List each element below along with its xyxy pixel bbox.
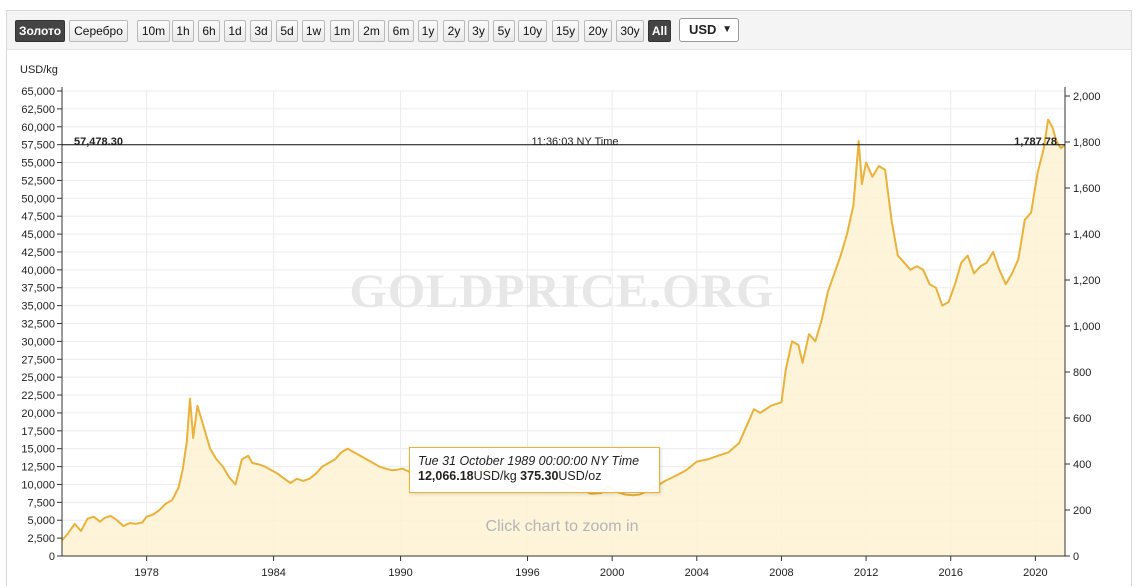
y-axis-right: 0 200 400 600 800 1,000 1,200 1,400 1,600 1,800 2,… (1064, 87, 1101, 563)
y-tick-label: 62,500 (21, 104, 55, 116)
range-button-10y[interactable]: 10y (518, 20, 547, 42)
y-tick-label: 37,500 (21, 283, 55, 295)
y-tick-label: 65,000 (21, 86, 55, 98)
metal-button-1[interactable]: Серебро (69, 20, 128, 42)
x-tick-label: 2004 (685, 567, 709, 579)
y2-tick-label: 0 (1073, 551, 1079, 563)
range-button-5d[interactable]: 5d (276, 20, 298, 42)
y-tick-label: 45,000 (21, 229, 55, 241)
tooltip-kg-unit: USD/kg (473, 469, 517, 483)
x-axis: 1978 1984 1990 1996 2000 2004 2008 2012 2016 2020 (62, 555, 1065, 579)
range-button-10m[interactable]: 10m (137, 20, 170, 42)
y-tick-label: 5,000 (27, 515, 55, 527)
y-tick-label: 42,500 (21, 247, 55, 259)
x-tick-label: 2012 (854, 567, 878, 579)
range-button-2m[interactable]: 2m (358, 20, 385, 42)
price-area-fill (62, 119, 1065, 556)
y2-tick-label: 2,000 (1073, 91, 1101, 103)
y-tick-label: 12,500 (21, 462, 55, 474)
x-tick-label: 2000 (600, 567, 624, 579)
range-button-all[interactable]: All (648, 20, 671, 42)
tooltip-values: 12,066.18USD/kg 375.30USD/oz (418, 469, 651, 484)
range-button-1d[interactable]: 1d (224, 20, 246, 42)
y2-tick-label: 1,200 (1073, 275, 1101, 287)
y-tick-label: 50,000 (21, 193, 55, 205)
y2-tick-label: 1,800 (1073, 137, 1101, 149)
x-tick-label: 1990 (388, 567, 412, 579)
y-tick-label: 0 (49, 551, 55, 563)
range-button-3d[interactable]: 3d (250, 20, 272, 42)
y2-tick-label: 1,400 (1073, 229, 1101, 241)
x-tick-label: 2008 (769, 567, 793, 579)
y-tick-label: 25,000 (21, 372, 55, 384)
range-button-1y[interactable]: 1y (418, 20, 438, 42)
tooltip-kg-value: 12,066.18 (418, 469, 474, 483)
y2-tick-label: 1,600 (1073, 183, 1101, 195)
y-tick-label: 15,000 (21, 444, 55, 456)
range-button-1w[interactable]: 1w (302, 20, 325, 42)
y-tick-label: 55,000 (21, 158, 55, 170)
x-tick-label: 2020 (1023, 567, 1047, 579)
tooltip-oz-unit: USD/oz (558, 469, 602, 483)
crosshair-time: 11:36:03 NY Time (531, 136, 618, 148)
range-button-1m[interactable]: 1m (330, 20, 354, 42)
y-tick-label: 10,000 (21, 479, 55, 491)
range-button-15y[interactable]: 15y (552, 20, 579, 42)
y-tick-label: 40,000 (21, 265, 55, 277)
chevron-down-icon: ▼ (722, 24, 732, 35)
y-tick-label: 27,500 (21, 354, 55, 366)
tooltip-date: Tue 31 October 1989 00:00:00 NY Time (418, 454, 640, 468)
y-axis-unit-label: USD/kg (20, 64, 58, 76)
currency-value: USD (689, 22, 717, 37)
y2-tick-label: 200 (1073, 505, 1091, 517)
x-tick-label: 2016 (938, 567, 962, 579)
x-tick-label: 1996 (515, 567, 539, 579)
range-button-1h[interactable]: 1h (172, 20, 194, 42)
tooltip-oz-value: 375.30 (520, 469, 559, 483)
y-tick-label: 32,500 (21, 319, 55, 331)
y-axis-left: 0 2,500 5,000 7,500 10,000 12,500 15,000 17,500… (21, 86, 63, 563)
zoom-hint-text: Click chart to zoom in (486, 518, 639, 535)
y-tick-label: 60,000 (21, 122, 55, 134)
y-tick-label: 22,500 (21, 390, 55, 402)
y-tick-label: 47,500 (21, 211, 55, 223)
y-tick-label: 7,500 (27, 497, 55, 509)
range-button-6h[interactable]: 6h (198, 20, 220, 42)
y-tick-label: 17,500 (21, 426, 55, 438)
currency-select[interactable]: USD ▼ (679, 18, 739, 42)
y2-tick-label: 400 (1073, 459, 1091, 471)
y-tick-label: 2,500 (27, 533, 55, 545)
data-tooltip: Tue 31 October 1989 00:00:00 NY Time 12,… (409, 447, 660, 493)
y-tick-label: 35,000 (21, 301, 55, 313)
range-button-6m[interactable]: 6m (388, 20, 414, 42)
crosshair-left-value: 57,478.30 (74, 136, 123, 148)
crosshair-right-value: 1,787.78 (1014, 136, 1057, 148)
metal-button-0[interactable]: Золото (15, 20, 65, 42)
range-button-3y[interactable]: 3y (468, 20, 489, 42)
y-tick-label: 20,000 (21, 408, 55, 420)
range-button-20y[interactable]: 20y (584, 20, 612, 42)
y2-tick-label: 1,000 (1073, 321, 1101, 333)
range-button-2y[interactable]: 2y (443, 20, 465, 42)
watermark-text: GOLDPRICE.ORG (349, 265, 774, 318)
y-tick-label: 30,000 (21, 336, 55, 348)
y-tick-label: 52,500 (21, 175, 55, 187)
range-button-30y[interactable]: 30y (616, 20, 644, 42)
x-tick-label: 1978 (134, 567, 158, 579)
x-tick-label: 1984 (261, 567, 285, 579)
toolbar: Золото Серебро 10m 1h 6h 1d 3d 5d 1w 1m 2m 6m 1y 2y 3y… (7, 11, 1131, 50)
range-button-5y[interactable]: 5y (493, 20, 515, 42)
y2-tick-label: 800 (1073, 367, 1091, 379)
y-tick-label: 57,500 (21, 140, 55, 152)
y2-tick-label: 600 (1073, 413, 1091, 425)
